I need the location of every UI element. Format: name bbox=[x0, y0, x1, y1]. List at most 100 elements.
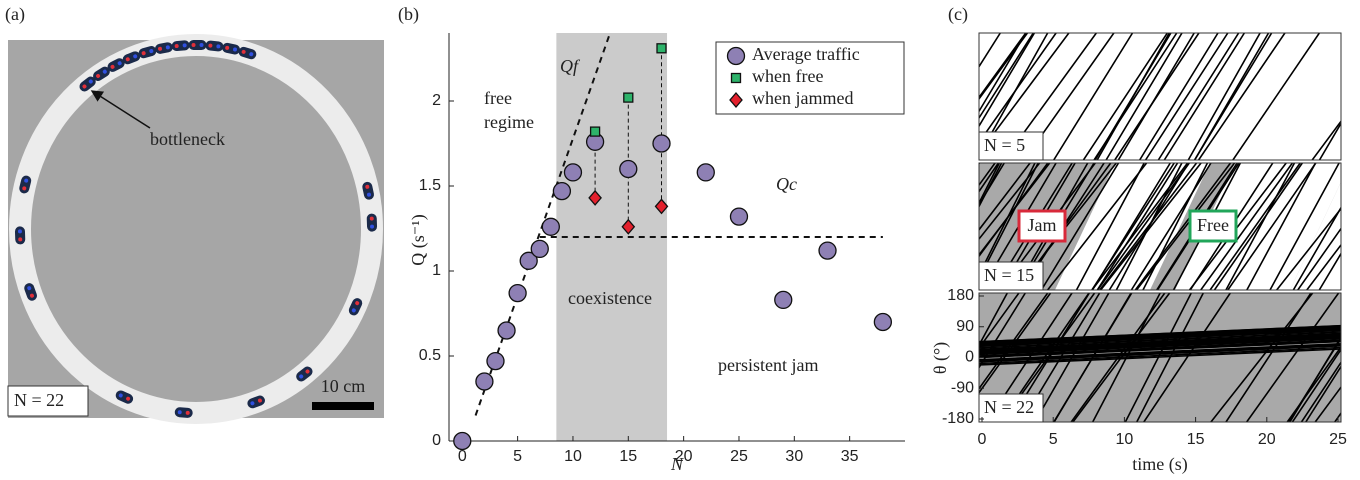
robot-body bbox=[362, 181, 374, 200]
y-tick-label: -180 bbox=[942, 410, 974, 427]
robot-body bbox=[205, 40, 224, 52]
robot bbox=[222, 42, 241, 55]
trajectory bbox=[1144, 33, 1229, 160]
robot-led bbox=[355, 301, 360, 306]
trajectory bbox=[979, 293, 1008, 347]
robot-led bbox=[216, 44, 221, 49]
y-tick-label: -90 bbox=[951, 379, 974, 396]
spacetime-panel bbox=[979, 163, 1341, 290]
point bbox=[726, 46, 746, 66]
trajectory bbox=[1210, 293, 1314, 422]
trajectory bbox=[1117, 33, 1195, 160]
annotation: persistent jam bbox=[718, 355, 818, 375]
robot-led bbox=[117, 61, 122, 66]
trajectory bbox=[1276, 207, 1341, 290]
robot bbox=[14, 226, 26, 245]
trajectory bbox=[979, 293, 1049, 390]
trajectory bbox=[1040, 163, 1120, 290]
robot bbox=[362, 181, 374, 200]
label-box bbox=[7, 385, 89, 417]
trajectory bbox=[1053, 33, 1134, 160]
trajectory bbox=[979, 346, 1341, 365]
trajectory bbox=[1100, 163, 1202, 290]
panel-n-label: N = 22 bbox=[984, 397, 1034, 417]
robot-led bbox=[351, 308, 356, 313]
point bbox=[656, 43, 667, 54]
robot-led bbox=[365, 184, 370, 189]
y-tick-label: 1.5 bbox=[419, 177, 441, 194]
trajectory bbox=[1082, 33, 1168, 160]
point bbox=[530, 239, 549, 259]
robot-led bbox=[157, 46, 162, 51]
trajectory bbox=[979, 163, 980, 166]
annotation: regime bbox=[484, 112, 534, 132]
point bbox=[552, 181, 572, 201]
trajectory bbox=[979, 327, 1341, 346]
robot-body bbox=[238, 46, 257, 60]
x-tick-label: 35 bbox=[841, 448, 859, 465]
trajectory bbox=[979, 325, 1341, 344]
robot-led bbox=[233, 47, 238, 52]
point bbox=[486, 351, 505, 371]
x-tick-label: 0 bbox=[978, 431, 987, 448]
trajectory bbox=[1139, 33, 1219, 160]
robot-body bbox=[222, 42, 241, 55]
annotation: bottleneck bbox=[150, 129, 225, 149]
trajectory bbox=[1157, 33, 1240, 160]
trajectory bbox=[1053, 293, 1133, 422]
trajectory bbox=[1130, 163, 1212, 290]
point bbox=[508, 283, 527, 303]
trajectory bbox=[979, 343, 1341, 361]
trajectory bbox=[1096, 33, 1170, 160]
legend-label: when jammed bbox=[752, 88, 853, 108]
trajectory bbox=[979, 344, 1341, 363]
robot-led bbox=[126, 396, 131, 401]
trajectory bbox=[979, 348, 1341, 366]
robot-led bbox=[366, 192, 371, 197]
line-label: Qf bbox=[560, 56, 581, 76]
arrow bbox=[90, 90, 151, 129]
trajectory bbox=[1136, 293, 1205, 422]
trajectory bbox=[1269, 163, 1340, 290]
robot-led bbox=[88, 79, 93, 84]
trajectory bbox=[979, 33, 1036, 128]
robot bbox=[79, 76, 96, 92]
y-axis-label: θ (°) bbox=[930, 342, 951, 374]
robot-led bbox=[370, 224, 375, 229]
trajectory bbox=[1188, 163, 1287, 290]
robot bbox=[19, 175, 32, 194]
point bbox=[873, 312, 893, 332]
robot bbox=[154, 42, 173, 54]
trajectory bbox=[1318, 252, 1341, 290]
point bbox=[729, 207, 749, 226]
x-tick-label: 10 bbox=[1116, 431, 1134, 448]
robot-led bbox=[110, 64, 115, 69]
trajectory bbox=[1200, 163, 1294, 290]
scale-bar bbox=[312, 402, 374, 410]
trajectory bbox=[979, 293, 1052, 395]
robot bbox=[174, 407, 193, 418]
point bbox=[623, 92, 634, 103]
trajectory bbox=[979, 33, 1027, 99]
point bbox=[729, 92, 743, 108]
trajectory bbox=[979, 293, 1020, 350]
robot-body bbox=[14, 226, 26, 245]
robot bbox=[366, 213, 378, 232]
y-tick-label: 180 bbox=[947, 287, 974, 304]
trajectory bbox=[1209, 163, 1301, 290]
robot-led bbox=[22, 186, 27, 191]
trajectory bbox=[1225, 293, 1312, 422]
robot-led bbox=[257, 398, 262, 403]
robot bbox=[348, 298, 363, 316]
trajectory bbox=[1300, 361, 1341, 422]
robot bbox=[138, 46, 157, 59]
trajectory bbox=[979, 336, 1341, 354]
trajectory bbox=[1314, 385, 1341, 422]
trajectory bbox=[1297, 227, 1341, 290]
trajectory bbox=[979, 163, 1051, 257]
x-tick-label: 15 bbox=[619, 448, 637, 465]
trajectory bbox=[979, 33, 1027, 113]
robot bbox=[93, 66, 110, 81]
robot-led bbox=[102, 69, 107, 74]
